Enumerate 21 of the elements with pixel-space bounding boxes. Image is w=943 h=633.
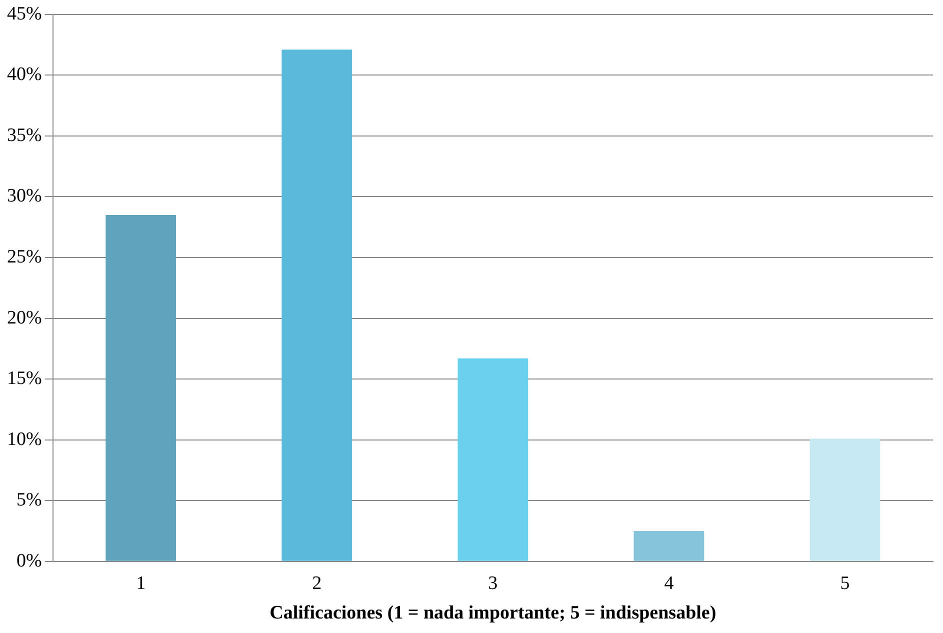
bar xyxy=(810,438,880,561)
y-tick-label: 15% xyxy=(7,368,42,390)
bar xyxy=(282,50,352,561)
bar xyxy=(634,531,704,561)
bar xyxy=(458,358,528,561)
y-tick-label: 35% xyxy=(7,124,42,146)
x-tick-label: 3 xyxy=(488,572,498,594)
y-tick-label: 30% xyxy=(7,186,42,207)
x-tick-label: 5 xyxy=(840,572,850,594)
x-tick-label: 1 xyxy=(136,572,146,594)
y-tick-label: 40% xyxy=(7,64,42,86)
x-tick-label: 2 xyxy=(312,572,322,594)
x-axis-title: Calificaciones (1 = nada importante; 5 = indispensable) xyxy=(270,602,716,624)
y-tick-label: 20% xyxy=(7,307,42,328)
y-tick-label: 5% xyxy=(16,490,42,511)
x-tick-label: 4 xyxy=(664,572,674,594)
bar xyxy=(106,214,176,561)
y-tick-label: 25% xyxy=(7,246,42,268)
y-tick-label: 45% xyxy=(7,3,42,24)
y-tick-label: 0% xyxy=(16,550,42,572)
y-tick-label: 10% xyxy=(7,428,42,450)
